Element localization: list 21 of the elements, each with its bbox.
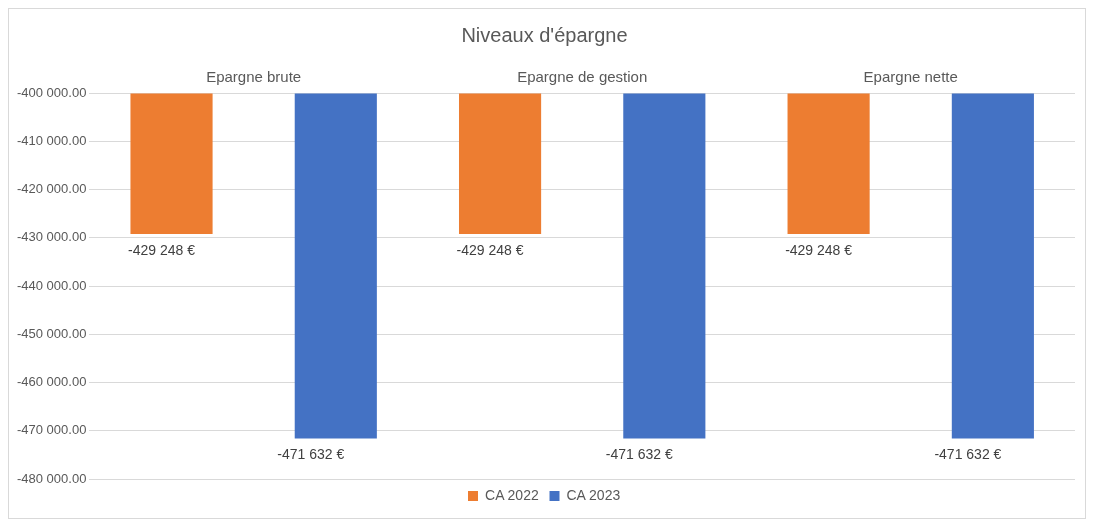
x-tick-label: Epargne brute — [206, 68, 302, 86]
y-tick-label: -410 000.00 — [16, 132, 87, 148]
chart-title: Niveaux d'épargne — [461, 23, 628, 46]
legend-label: CA 2022 — [485, 486, 539, 503]
data-label: -471 632 € — [605, 446, 674, 463]
y-tick-label: -470 000.00 — [16, 422, 87, 438]
data-label: -471 632 € — [277, 446, 345, 463]
y-tick-label: -440 000.00 — [16, 277, 87, 293]
y-tick-label: -420 000.00 — [16, 181, 87, 197]
x-tick-label: Epargne de gestion — [517, 68, 648, 86]
y-tick-label: -400 000.00 — [16, 84, 87, 100]
y-tick-label: -430 000.00 — [16, 229, 87, 245]
data-label: -429 248 € — [128, 241, 196, 258]
y-tick-label: -450 000.00 — [16, 325, 87, 341]
data-label: -471 632 € — [934, 446, 1002, 463]
data-label: -429 248 € — [456, 241, 524, 258]
legend-label: CA 2023 — [566, 486, 621, 503]
y-tick-label: -480 000.00 — [16, 470, 87, 486]
x-tick-label: Epargne nette — [863, 68, 958, 86]
data-label: -429 248 € — [785, 241, 853, 258]
y-tick-label: -460 000.00 — [16, 374, 87, 390]
